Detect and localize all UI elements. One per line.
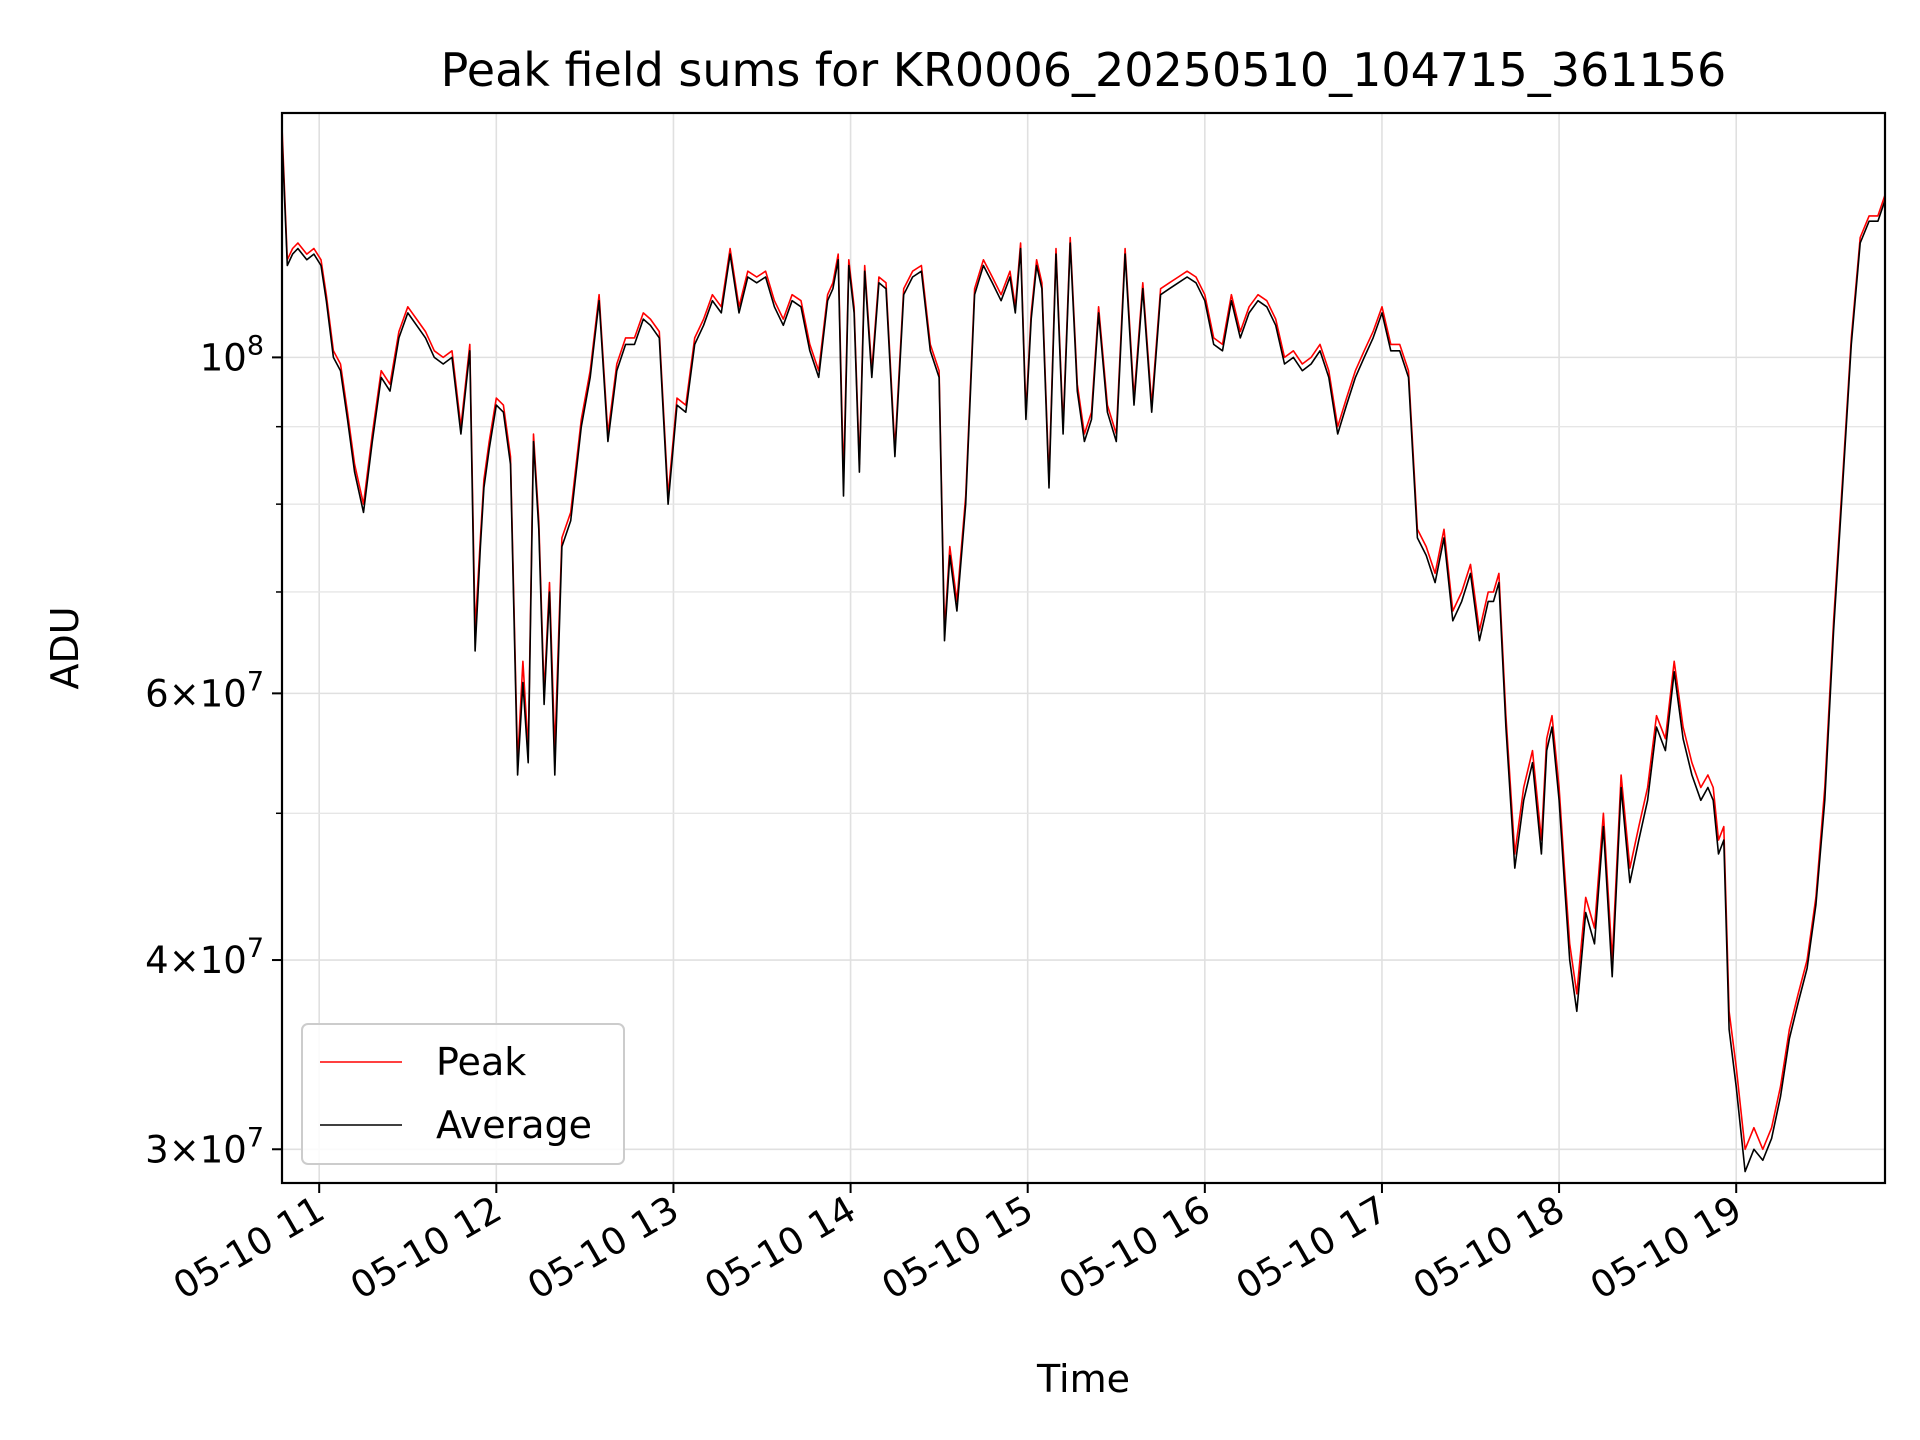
plot-frame <box>280 111 1887 1185</box>
y-tick-exponent: 7 <box>247 933 264 964</box>
y-tick-label: 108 <box>200 330 264 379</box>
chart-title: Peak field sums for KR0006_20250510_1047… <box>441 43 1727 97</box>
y-tick-times: ×10 <box>169 1128 247 1171</box>
y-tick-times: ×10 <box>169 939 247 982</box>
grid-lines <box>282 113 1885 1183</box>
legend-box <box>301 1023 625 1165</box>
legend: Peak Average <box>301 1023 625 1165</box>
series-line-average <box>281 136 1886 1173</box>
y-tick-label: 4×107 <box>145 933 264 982</box>
y-tick-base: 10 <box>200 336 247 379</box>
legend-label-peak: Peak <box>436 1040 526 1084</box>
y-tick-times: ×10 <box>169 672 247 715</box>
y-axis-label: ADU <box>43 606 87 689</box>
y-tick-mantissa: 4 <box>145 939 169 982</box>
y-tick-exponent: 7 <box>247 1122 264 1153</box>
x-axis-label: Time <box>1036 1357 1130 1401</box>
y-tick-label: 3×107 <box>145 1122 264 1171</box>
y-tick-exponent: 8 <box>247 330 264 361</box>
series-lines <box>281 126 1886 1173</box>
legend-label-average: Average <box>436 1103 592 1147</box>
y-tick-mantissa: 6 <box>145 672 169 715</box>
y-tick-mantissa: 3 <box>145 1128 169 1171</box>
y-tick-label: 6×107 <box>145 666 264 715</box>
y-tick-exponent: 7 <box>247 666 264 697</box>
